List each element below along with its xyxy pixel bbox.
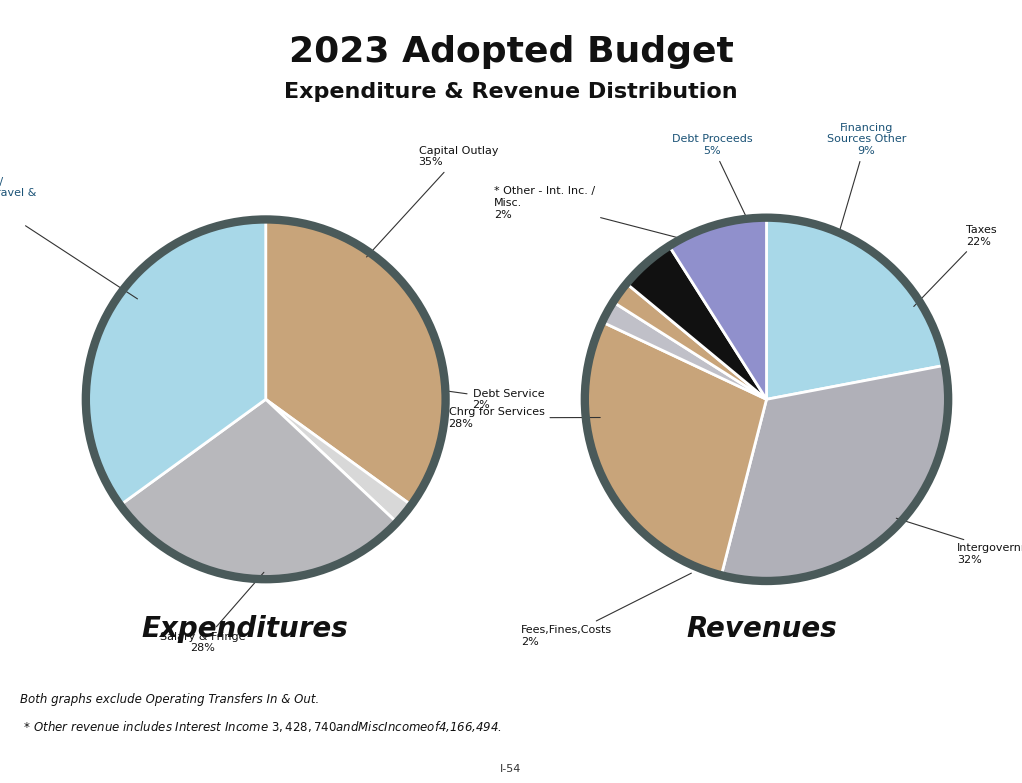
Wedge shape — [613, 283, 766, 399]
Wedge shape — [669, 218, 766, 399]
Wedge shape — [121, 399, 397, 579]
Text: Fees,Fines,Costs
2%: Fees,Fines,Costs 2% — [521, 573, 691, 647]
Text: Salary & Fringe
28%: Salary & Fringe 28% — [160, 572, 264, 653]
Text: Chrg for Services
28%: Chrg for Services 28% — [449, 407, 600, 428]
Text: Expenditures: Expenditures — [142, 615, 349, 643]
Text: Capital Outlay
35%: Capital Outlay 35% — [367, 146, 498, 257]
Wedge shape — [585, 322, 766, 576]
Wedge shape — [626, 246, 766, 399]
Wedge shape — [602, 302, 766, 399]
Text: Both graphs exclude Operating Transfers In & Out.: Both graphs exclude Operating Transfers … — [20, 693, 320, 706]
Wedge shape — [766, 218, 945, 399]
Wedge shape — [266, 219, 446, 505]
Text: Revenues: Revenues — [686, 615, 837, 643]
Text: 2023 Adopted Budget: 2023 Adopted Budget — [288, 35, 734, 69]
Text: Expenditure & Revenue Distribution: Expenditure & Revenue Distribution — [284, 82, 738, 103]
Wedge shape — [86, 219, 266, 505]
Text: Financing
Sources Other
9%: Financing Sources Other 9% — [827, 123, 907, 229]
Wedge shape — [266, 399, 411, 522]
Text: * Other revenue includes Interest Income $3,428,740 and Misc Income of $4,166,49: * Other revenue includes Interest Income… — [20, 719, 502, 734]
Text: Debt Service
2%: Debt Service 2% — [445, 388, 544, 410]
Text: Debt Proceeds
5%: Debt Proceeds 5% — [671, 135, 752, 218]
Text: I-54: I-54 — [501, 763, 521, 774]
Text: Intergovernmental
32%: Intergovernmental 32% — [896, 518, 1022, 565]
Text: * Other - Int. Inc. /
Misc.
2%: * Other - Int. Inc. / Misc. 2% — [494, 186, 682, 239]
Text: Purch. Serv./
Supplies / Travel &
Other
35%: Purch. Serv./ Supplies / Travel & Other … — [0, 177, 138, 299]
Text: Taxes
22%: Taxes 22% — [914, 226, 996, 306]
Wedge shape — [722, 366, 948, 581]
